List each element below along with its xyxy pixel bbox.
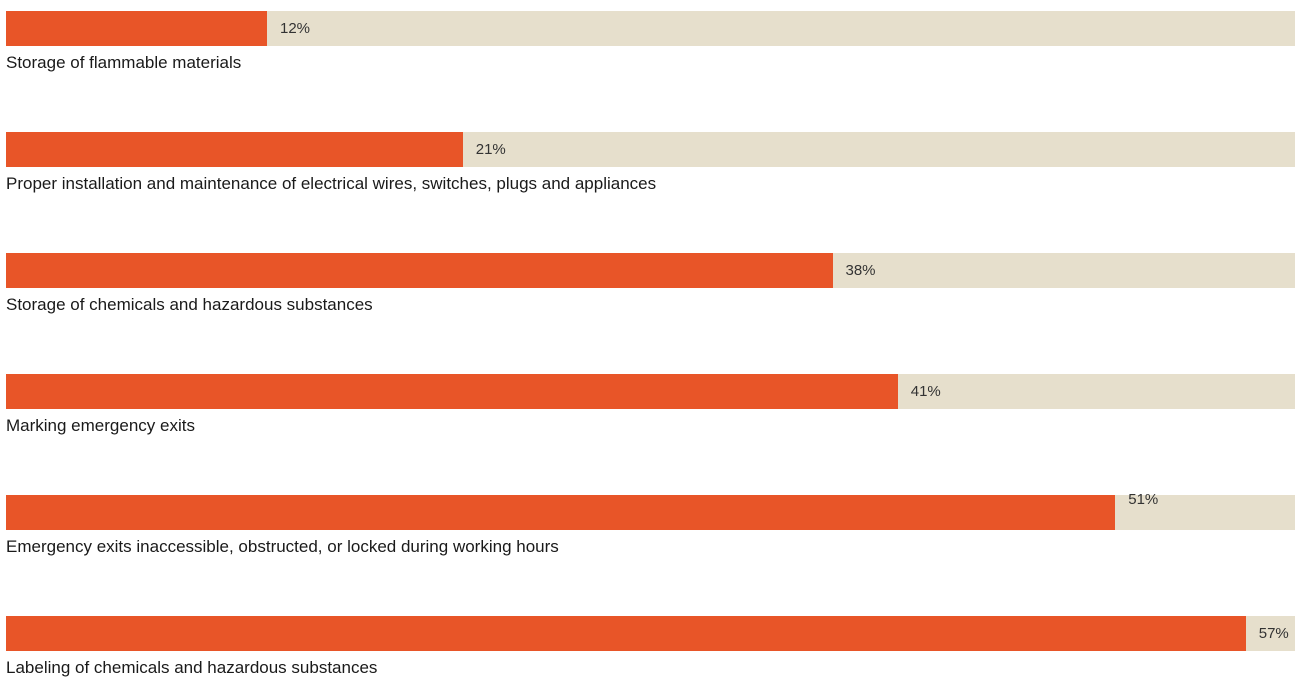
bar-track bbox=[6, 11, 1295, 46]
bar-value-label: 12% bbox=[280, 20, 311, 37]
bar-value-label: 57% bbox=[1258, 625, 1289, 642]
bar-track bbox=[6, 616, 1295, 651]
bar-row: 51% Emergency exits inaccessible, obstruc… bbox=[6, 491, 1295, 556]
bar-fill bbox=[6, 616, 1246, 651]
bar-fill bbox=[6, 253, 833, 288]
bar-row: 57% Labeling of chemicals and hazardous s… bbox=[6, 616, 1295, 677]
bar-category-label: Storage of chemicals and hazardous subst… bbox=[6, 295, 373, 314]
bar-track bbox=[6, 374, 1295, 409]
bar-fill bbox=[6, 374, 898, 409]
bar-fill bbox=[6, 11, 267, 46]
bar-category-label: Proper installation and maintenance of e… bbox=[6, 174, 657, 193]
bar-fill bbox=[6, 495, 1116, 530]
bar-category-label: Labeling of chemicals and hazardous subs… bbox=[6, 658, 378, 677]
bar-row: 38% Storage of chemicals and hazardous su… bbox=[6, 253, 1295, 314]
bar-category-label: Storage of flammable materials bbox=[6, 53, 242, 72]
bar-track bbox=[6, 253, 1295, 288]
bar-row: 21% Proper installation and maintenance o… bbox=[6, 132, 1295, 193]
bar-track bbox=[6, 495, 1295, 530]
bar-value-label: 38% bbox=[845, 262, 876, 279]
bar-row: 12% Storage of flammable materials bbox=[6, 11, 1295, 72]
bar-fill bbox=[6, 132, 463, 167]
bar-value-label: 41% bbox=[910, 383, 941, 400]
bar-row: 41% Marking emergency exits bbox=[6, 374, 1295, 435]
bar-track bbox=[6, 132, 1295, 167]
bar-category-label: Emergency exits inaccessible, obstructed… bbox=[6, 537, 559, 556]
bar-value-label: 21% bbox=[475, 141, 506, 158]
bar-value-label: 51% bbox=[1128, 491, 1159, 508]
bar-category-label: Marking emergency exits bbox=[6, 416, 195, 435]
